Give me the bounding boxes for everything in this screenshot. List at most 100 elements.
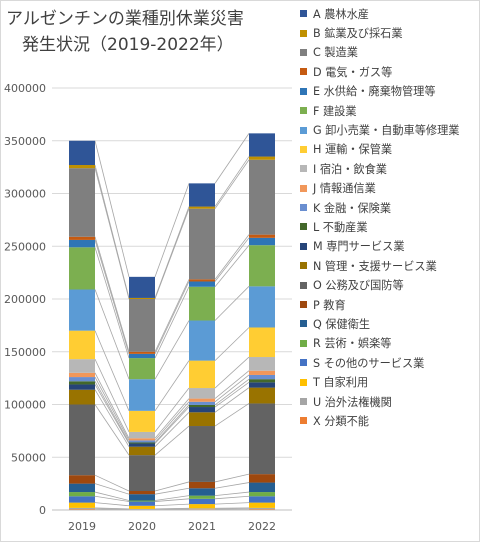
series-line <box>154 406 190 444</box>
bar-segment <box>69 247 95 290</box>
legend-label: D 電気・ガス等 <box>313 65 393 79</box>
bar-segment <box>249 382 275 388</box>
bar-segment <box>69 502 95 508</box>
series-line <box>154 387 190 433</box>
legend-label: S その他のサービス業 <box>313 356 425 370</box>
bar-segment <box>69 372 95 378</box>
legend-swatch <box>300 126 307 134</box>
legend-item: A 農林水産 <box>300 4 478 23</box>
series-line <box>154 183 190 277</box>
legend-item: O 公務及び国防等 <box>300 275 478 294</box>
bar-segment <box>249 474 275 483</box>
series-line <box>214 473 250 483</box>
bar-segment <box>249 387 275 404</box>
legend-label: E 水供給・廃棄物管理等 <box>313 85 436 99</box>
bar-segment <box>129 440 155 443</box>
bar-segment <box>189 279 215 282</box>
bar-segment <box>69 289 95 331</box>
legend-label: B 鉱業及び採石業 <box>313 27 403 41</box>
bar-segment <box>189 320 215 361</box>
bar-segment <box>189 208 215 280</box>
bar-segment <box>69 381 95 385</box>
series-line <box>94 507 130 510</box>
bar-segment <box>189 504 215 509</box>
legend-label: T 自家利用 <box>313 376 369 390</box>
series-line <box>154 360 190 412</box>
legend-swatch <box>300 48 307 56</box>
chart-title-line-2: 発生状況（2019-2022年） <box>22 35 234 55</box>
series-line <box>94 376 130 441</box>
bar-segment <box>69 140 95 166</box>
y-tick-label: 250000 <box>4 240 46 253</box>
bar-segment <box>69 236 95 240</box>
bar-segment <box>189 498 215 505</box>
bar-segment <box>129 276 155 298</box>
bar-segment <box>189 412 215 427</box>
y-tick-label: 300000 <box>4 188 46 201</box>
legend-label: G 卸小売業・自動車等修理業 <box>313 124 460 138</box>
legend-item: E 水供給・廃棄物管理等 <box>300 82 478 101</box>
legend-swatch <box>300 417 307 425</box>
bar-segment <box>69 239 95 248</box>
series-line <box>94 474 130 492</box>
bar-segment <box>249 370 275 375</box>
legend-label: I 宿泊・飲食業 <box>313 162 387 176</box>
series-line <box>154 507 190 510</box>
legend-label: J 情報通信業 <box>313 182 376 196</box>
series-line <box>214 156 250 207</box>
bar-segment <box>249 156 275 160</box>
bar-segment <box>189 401 215 405</box>
bar-segment <box>249 245 275 287</box>
chart-title-line-1: アルゼンチンの業種別休業災害 <box>6 9 244 29</box>
legend-item: B 鉱業及び採石業 <box>300 23 478 42</box>
bar-segment <box>129 438 155 441</box>
legend-swatch <box>300 262 307 270</box>
bar-segment <box>249 507 275 509</box>
series-line <box>154 495 190 501</box>
series-line <box>154 498 190 502</box>
bar-segment <box>249 133 275 157</box>
legend-swatch <box>300 320 307 328</box>
bar-segment <box>129 351 155 354</box>
series-line <box>214 327 250 361</box>
bar-segment <box>69 359 95 373</box>
bar-segment <box>69 330 95 360</box>
legend-item: M 専門サービス業 <box>300 237 478 256</box>
bar-segment <box>129 297 155 299</box>
bar-segment <box>249 403 275 475</box>
series-line <box>154 398 190 439</box>
y-tick-label: 350000 <box>4 135 46 148</box>
legend-label: M 専門サービス業 <box>313 240 405 254</box>
bar-segment <box>249 482 275 493</box>
bar-segment <box>189 398 215 402</box>
legend-swatch <box>300 223 307 231</box>
bar-segment <box>189 488 215 496</box>
legend-label: F 建設業 <box>313 104 357 118</box>
bar-segment <box>189 495 215 499</box>
bar-segment <box>69 496 95 503</box>
bar-segment <box>69 384 95 390</box>
bar-segment <box>249 357 275 371</box>
bar-segment <box>69 389 95 405</box>
bar-segment <box>69 165 95 169</box>
x-tick-label: 2019 <box>68 520 96 533</box>
bar-segment <box>69 483 95 493</box>
bar-segment <box>189 206 215 209</box>
legend-item: C 製造業 <box>300 43 478 62</box>
legend-label: P 教育 <box>313 298 346 312</box>
legend-swatch <box>300 87 307 95</box>
series-line <box>214 382 250 408</box>
bar-segment <box>189 508 215 510</box>
chart-legend: A 農林水産 B 鉱業及び採石業 C 製造業 D 電気・ガス等 E 水供給・廃棄物管理等… <box>300 4 478 431</box>
series-line <box>154 412 190 447</box>
bar-segment <box>249 496 275 503</box>
y-tick-label: 150000 <box>4 346 46 359</box>
legend-item: X 分類不能 <box>300 411 478 430</box>
legend-swatch <box>300 378 307 386</box>
bar-segment <box>189 286 215 321</box>
bar-segment <box>69 492 95 497</box>
bar-segment <box>129 455 155 492</box>
y-tick-label: 200000 <box>4 293 46 306</box>
legend-item: T 自家利用 <box>300 372 478 391</box>
series-line <box>154 401 190 441</box>
